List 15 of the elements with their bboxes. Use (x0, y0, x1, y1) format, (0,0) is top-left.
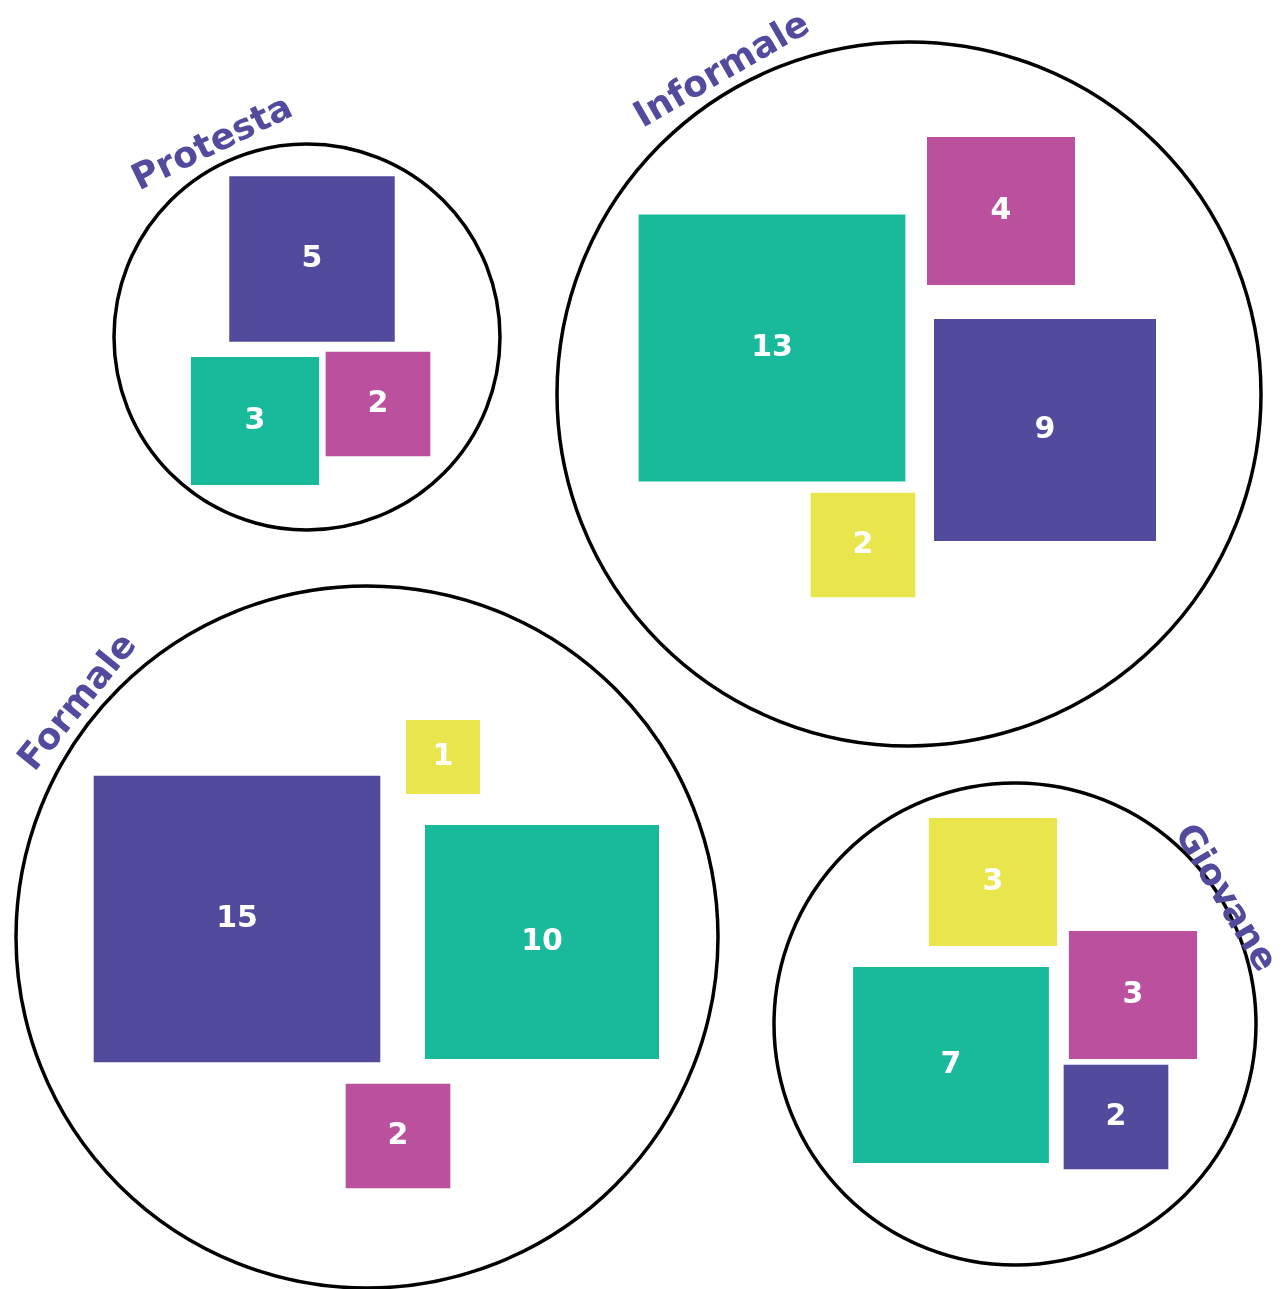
data-label: 3 (982, 861, 1004, 897)
data-label: 7 (940, 1044, 962, 1080)
data-label: 2 (387, 1115, 409, 1151)
data-label: 2 (367, 383, 389, 419)
data-label: 2 (1105, 1096, 1127, 1132)
data-label: 1 (432, 736, 454, 772)
data-label: 5 (301, 238, 323, 274)
data-label: 2 (852, 524, 874, 560)
data-label: 15 (216, 898, 258, 934)
data-label: 4 (990, 190, 1012, 226)
data-label: 13 (751, 327, 793, 363)
data-label: 9 (1034, 409, 1056, 445)
data-label: 3 (1122, 974, 1144, 1010)
data-label: 10 (521, 921, 563, 957)
data-label: 3 (244, 400, 266, 436)
